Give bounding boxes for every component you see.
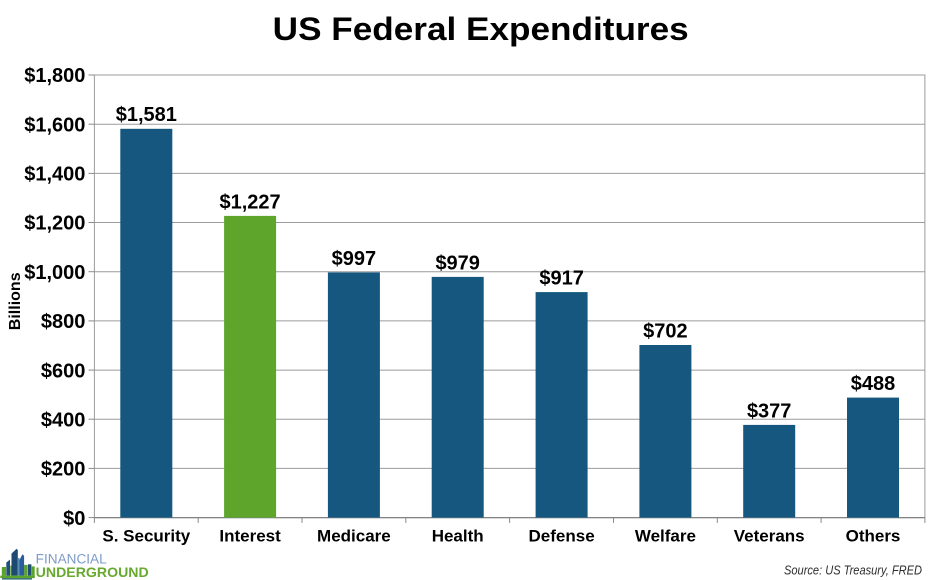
svg-text:$1,800: $1,800 (24, 65, 85, 87)
svg-text:Veterans: Veterans (734, 527, 805, 546)
svg-text:Billions: Billions (7, 272, 24, 330)
svg-text:$800: $800 (41, 311, 86, 333)
svg-text:$1,600: $1,600 (24, 114, 85, 136)
svg-text:Defense: Defense (529, 527, 595, 546)
svg-text:$1,581: $1,581 (116, 104, 177, 126)
svg-text:$1,227: $1,227 (220, 191, 281, 213)
svg-text:Source: US Treasury, FRED: Source: US Treasury, FRED (784, 563, 922, 578)
svg-text:$400: $400 (41, 409, 86, 431)
svg-text:US Federal Expenditures: US Federal Expenditures (273, 11, 689, 47)
svg-text:$0: $0 (63, 508, 85, 530)
svg-text:$979: $979 (435, 252, 480, 274)
svg-text:$377: $377 (747, 400, 792, 422)
svg-text:$488: $488 (851, 373, 896, 395)
svg-text:Health: Health (432, 527, 484, 546)
svg-text:$997: $997 (332, 248, 377, 270)
svg-text:Interest: Interest (219, 527, 281, 546)
svg-text:$200: $200 (41, 459, 86, 481)
svg-text:S. Security: S. Security (102, 527, 190, 546)
svg-text:$1,200: $1,200 (24, 213, 85, 235)
svg-text:Welfare: Welfare (635, 527, 696, 546)
svg-text:$1,400: $1,400 (24, 164, 85, 186)
svg-text:$702: $702 (643, 320, 688, 342)
svg-text:Others: Others (846, 527, 901, 546)
svg-text:$917: $917 (539, 268, 584, 290)
svg-text:UNDERGROUND: UNDERGROUND (36, 564, 149, 580)
svg-text:Medicare: Medicare (317, 527, 391, 546)
svg-text:FINANCIAL: FINANCIAL (36, 551, 107, 566)
svg-text:$1,000: $1,000 (24, 262, 85, 284)
svg-text:$600: $600 (41, 360, 86, 382)
